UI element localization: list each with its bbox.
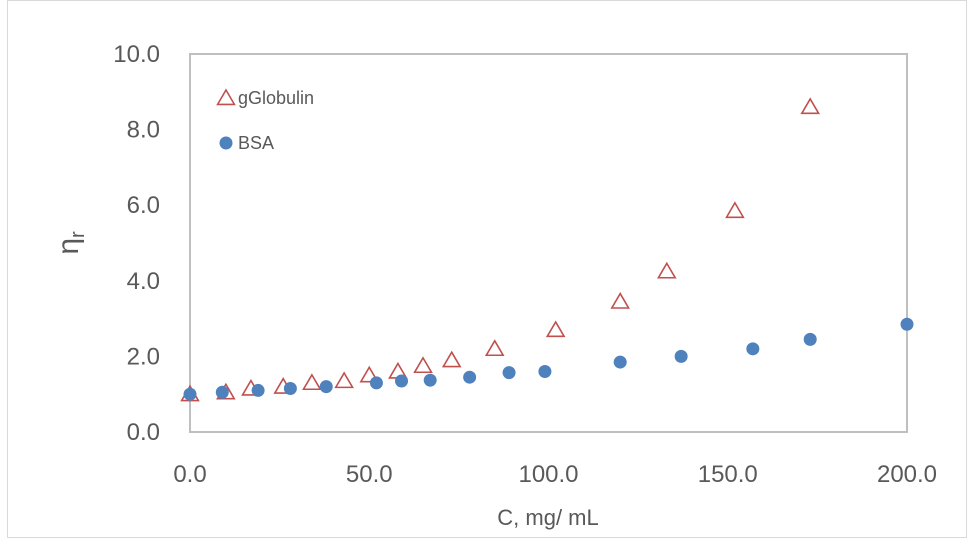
y-tick-label: 0.0 (127, 419, 160, 446)
data-point (302, 373, 322, 391)
data-point (613, 355, 627, 369)
x-tick-label: 150.0 (698, 461, 758, 488)
y-axis-ticks: 0.0 2.0 4.0 6.0 8.0 10.0 (113, 41, 160, 446)
data-points (180, 97, 914, 402)
data-point (610, 292, 630, 309)
data-point (463, 370, 477, 384)
data-point (251, 383, 265, 397)
legend-item-bsa: BSA (219, 133, 274, 153)
legend: gGlobulin BSA (216, 88, 314, 153)
y-tick-label: 8.0 (127, 117, 160, 144)
x-tick-label: 50.0 (346, 461, 393, 488)
x-tick-label: 100.0 (518, 461, 578, 488)
data-point (725, 201, 745, 219)
data-point (545, 320, 566, 338)
data-point (183, 387, 197, 401)
data-point (800, 97, 820, 115)
y-axis-label-main: η (52, 238, 85, 255)
legend-item-gglobulin: gGlobulin (216, 88, 314, 108)
data-point (502, 366, 516, 380)
data-point (674, 349, 688, 363)
y-tick-label: 2.0 (127, 343, 160, 370)
data-point (900, 317, 914, 331)
y-tick-label: 10.0 (113, 41, 160, 68)
series-bsa (183, 317, 914, 401)
y-axis-label: ηr (52, 231, 89, 255)
data-point (369, 376, 383, 390)
y-tick-label: 4.0 (127, 268, 160, 295)
plot-area (189, 53, 908, 433)
data-point (395, 374, 409, 388)
series-gglobulin (180, 97, 820, 402)
data-point (423, 373, 437, 387)
data-point (319, 380, 333, 394)
data-point (484, 339, 505, 357)
x-axis-ticks: 0.0 50.0 100.0 150.0 200.0 (173, 461, 937, 488)
data-point (334, 371, 354, 389)
triangle-marker-icon (216, 88, 236, 106)
legend-label: gGlobulin (238, 88, 314, 108)
x-tick-label: 0.0 (173, 461, 206, 488)
data-point (441, 350, 462, 368)
data-point (657, 261, 677, 279)
data-point (413, 356, 433, 374)
data-point (283, 382, 297, 396)
circle-marker-icon (219, 136, 233, 150)
chart-border (7, 0, 967, 538)
x-tick-label: 200.0 (877, 461, 937, 488)
data-point (215, 385, 229, 399)
legend-label: BSA (238, 133, 274, 153)
data-point (538, 365, 552, 379)
svg-text:ηr: ηr (52, 231, 89, 255)
data-point (803, 332, 817, 346)
x-axis-label: C, mg/ mL (497, 505, 598, 530)
data-point (359, 365, 380, 383)
y-axis-label-sub: r (67, 231, 89, 238)
data-point (746, 342, 760, 356)
y-tick-label: 6.0 (127, 192, 160, 219)
